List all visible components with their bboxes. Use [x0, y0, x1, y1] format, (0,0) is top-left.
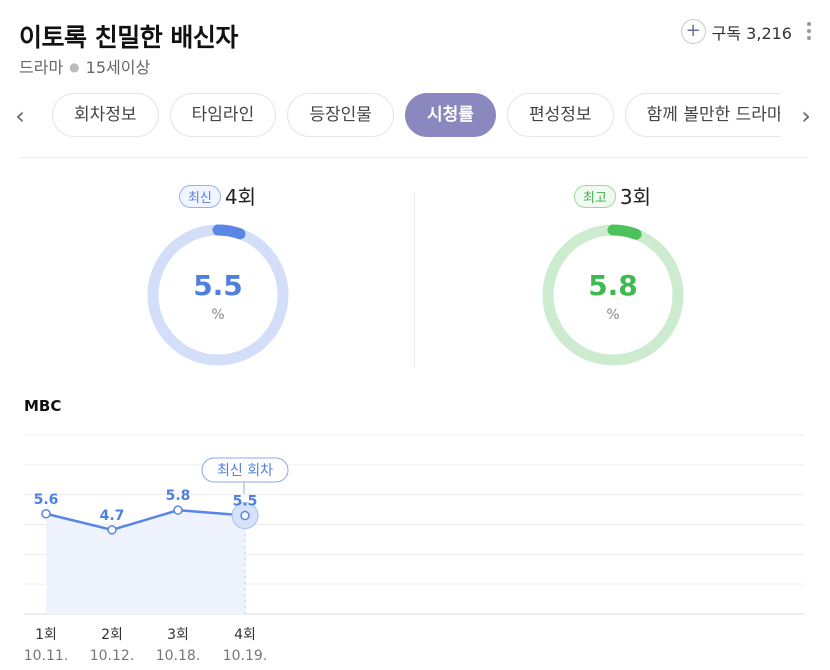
x-tick-label: 3회 — [167, 627, 189, 643]
data-label: 4.7 — [100, 508, 125, 524]
tab-list: 회차정보 타임라인 등장인물 시청률 편성정보 함께 볼만한 드라마 — [52, 93, 780, 139]
data-point — [41, 509, 51, 519]
best-rating-value: 5.8 — [588, 269, 638, 302]
latest-episode: 4회 — [224, 185, 257, 209]
latest-rating-header: 최신 4회 — [20, 181, 415, 211]
data-point — [173, 505, 183, 515]
x-tick-label: 4회 — [234, 627, 256, 643]
chart-area-fill — [46, 510, 245, 614]
tab-ratings[interactable]: 시청률 — [404, 93, 496, 137]
data-point — [240, 510, 250, 521]
best-rating-ring — [542, 224, 684, 366]
chevron-left-icon[interactable]: ‹ — [15, 102, 25, 130]
data-label: 5.5 — [233, 494, 258, 510]
chevron-right-icon[interactable]: › — [801, 102, 811, 130]
tab-bar: ‹ 회차정보 타임라인 등장인물 시청률 편성정보 함께 볼만한 드라마 › — [0, 93, 830, 139]
separator-dot-icon: ● — [69, 60, 80, 74]
data-label: 5.8 — [166, 488, 191, 504]
program-title: 이토록 친밀한 배신자 — [19, 23, 238, 52]
subscribe-label: 구독 3,216 — [711, 23, 792, 43]
latest-badge: 최신 — [178, 185, 221, 208]
genre-label: 드라마 — [19, 58, 64, 77]
tab-episode-info[interactable]: 회차정보 — [52, 93, 159, 137]
section-divider — [20, 157, 808, 158]
x-tick-date: 10.19. — [223, 648, 268, 664]
x-tick-date: 10.18. — [156, 648, 201, 664]
best-episode: 3회 — [619, 185, 652, 209]
tab-characters[interactable]: 등장인물 — [287, 93, 394, 137]
tab-schedule[interactable]: 편성정보 — [506, 93, 614, 137]
subscribe-button[interactable]: + 구독 3,216 — [680, 19, 792, 44]
best-rating-header: 최고 3회 — [415, 181, 810, 211]
latest-rating-unit: % — [211, 307, 225, 323]
latest-rating-value: 5.5 — [193, 269, 243, 302]
plus-icon: + — [680, 19, 706, 44]
chart-title: MBC — [24, 397, 62, 415]
program-header: 이토록 친밀한 배신자 드라마 ● 15세이상 + 구독 3,216 — [19, 16, 830, 86]
data-point — [107, 525, 117, 535]
x-tick-label: 1회 — [35, 627, 57, 643]
tab-timeline[interactable]: 타임라인 — [169, 93, 277, 137]
ratings-line-chart: 5.6 4.7 5.8 5.5 최신 회차 1회 10.11. 2회 10.12. 3회 10.18… — [0, 420, 830, 670]
program-meta: 드라마 ● 15세이상 — [19, 54, 150, 78]
series-line — [45, 508, 246, 532]
x-tick-date: 10.11. — [24, 648, 69, 664]
latest-rating-ring — [147, 224, 289, 366]
annotation-label: 최신 회차 — [217, 463, 273, 479]
latest-rating-panel: 최신 4회 5.5 % — [20, 175, 415, 375]
tab-recommended[interactable]: 함께 볼만한 드라마 — [624, 93, 780, 137]
ratings-chart-svg: 5.6 4.7 5.8 5.5 최신 회차 1회 10.11. 2회 10.12. 3회 10.18… — [24, 434, 804, 664]
data-label: 5.6 — [34, 492, 59, 508]
best-rating-unit: % — [606, 307, 620, 323]
x-tick-date: 10.12. — [90, 648, 135, 664]
annotation-box — [201, 457, 289, 483]
latest-ring-arc — [147, 224, 289, 366]
best-rating-panel: 최고 3회 5.8 % — [415, 175, 810, 375]
best-ring-arc — [542, 224, 684, 366]
panel-divider — [414, 192, 415, 367]
age-rating-label: 15세이상 — [85, 58, 151, 77]
best-badge: 최고 — [573, 185, 616, 208]
x-tick-label: 2회 — [101, 627, 123, 643]
more-options-icon[interactable] — [806, 22, 812, 42]
